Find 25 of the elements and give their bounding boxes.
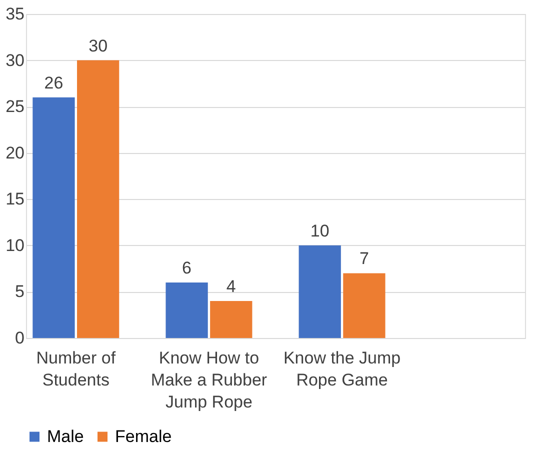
legend-label: Female — [115, 426, 172, 446]
bar — [210, 300, 252, 338]
data-label: 4 — [226, 276, 236, 296]
y-tick-label: 25 — [6, 97, 24, 116]
y-tick-label: 35 — [6, 4, 24, 24]
bar — [77, 60, 120, 338]
data-label: 6 — [182, 258, 192, 278]
bar — [343, 273, 386, 338]
y-tick-label: 30 — [6, 50, 24, 70]
data-label: 7 — [359, 249, 369, 268]
data-label: 10 — [310, 221, 330, 240]
x-tick-label: Know How to Make a Rubber Jump Rope — [150, 348, 268, 412]
y-tick-label: 10 — [6, 236, 24, 255]
data-label: 30 — [88, 36, 108, 56]
data-label: 26 — [44, 73, 64, 92]
x-tick-label: Number of Students — [36, 348, 116, 390]
y-tick-label: 20 — [6, 143, 24, 162]
legend-label: Male — [47, 426, 84, 446]
y-tick-label: 15 — [6, 190, 24, 209]
y-tick-label: 5 — [15, 282, 24, 302]
bar — [298, 245, 341, 338]
x-tick-label: Know the Jump Rope Game — [283, 348, 401, 390]
y-tick-label: 0 — [15, 328, 24, 348]
bar — [32, 97, 75, 338]
bar — [166, 282, 208, 338]
